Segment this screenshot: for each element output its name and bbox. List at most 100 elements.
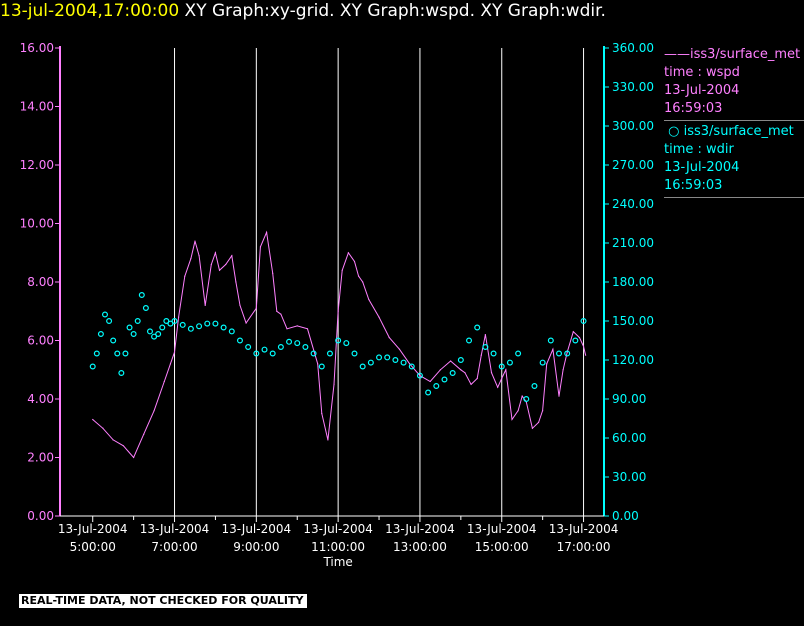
data-point-wspd <box>259 246 262 248</box>
data-point-wspd <box>92 418 94 421</box>
right-axis-tick-label: 30.00 <box>612 470 646 484</box>
x-tick-label-date: 13-Jul-2004 <box>140 522 210 536</box>
data-point-wspd <box>531 427 534 429</box>
data-point-wspd <box>218 269 221 271</box>
data-point-wdir <box>196 323 203 330</box>
plot-area <box>89 230 587 459</box>
data-point-wspd <box>133 456 135 459</box>
left-axis-tick-label: 16.00 <box>20 41 54 55</box>
data-point-wspd <box>582 345 585 347</box>
data-point-wdir <box>187 325 194 332</box>
data-point-wdir <box>384 354 391 361</box>
header-graph-titles: XY Graph:xy-grid. XY Graph:wspd. XY Grap… <box>184 1 606 21</box>
data-point-wspd <box>517 410 519 412</box>
data-point-wdir <box>89 363 96 370</box>
data-point-wspd <box>173 351 176 353</box>
right-axis-tick-label: 330.00 <box>612 80 654 94</box>
data-point-wspd <box>388 336 390 339</box>
data-point-wspd <box>178 316 180 318</box>
data-point-wdir <box>572 337 579 344</box>
data-point-wdir <box>441 376 448 383</box>
data-point-wdir <box>523 396 530 403</box>
x-tick-label-time: 7:00:00 <box>151 540 197 554</box>
left-axis-tick-label: 0.00 <box>27 509 54 523</box>
data-point-wdir <box>220 324 227 331</box>
data-point-wspd <box>337 310 339 312</box>
data-point-wdir <box>310 350 317 357</box>
legend-entry-wspd: ——iss3/surface_met time : wspd 13-Jul-20… <box>664 46 804 121</box>
data-point-wdir <box>101 311 108 318</box>
data-point-wspd <box>280 313 282 315</box>
data-point-wdir <box>142 305 149 312</box>
x-tick-label-time: 17:00:00 <box>557 540 611 554</box>
data-point-wspd <box>572 331 574 333</box>
data-point-wspd <box>255 307 257 309</box>
data-point-wdir <box>126 324 133 331</box>
data-point-wspd <box>566 351 568 353</box>
data-point-wdir <box>130 331 137 338</box>
legend-wspd-date: 13-Jul-2004 <box>664 83 740 98</box>
circle-marker-icon: ○ <box>664 124 684 139</box>
header-timestamp: 13-jul-2004,17:00:00 <box>0 1 180 21</box>
data-point-wspd <box>239 304 241 306</box>
data-point-wspd <box>378 316 380 318</box>
data-point-wspd <box>562 369 564 371</box>
left-axis-tick-label: 10.00 <box>20 217 54 231</box>
x-tick-label-date: 13-Jul-2004 <box>467 522 537 536</box>
data-point-wspd <box>521 395 523 397</box>
legend-wspd-variable: time : wspd <box>664 65 740 80</box>
data-point-wspd <box>484 334 486 336</box>
data-point-wspd <box>169 363 172 365</box>
header-title-bar: 13-jul-2004,17:00:00 XY Graph:xy-grid. X… <box>0 0 606 26</box>
data-point-wspd <box>184 275 186 277</box>
data-point-wspd <box>501 377 503 380</box>
legend-wspd-time: 16:59:03 <box>664 101 723 116</box>
data-point-wdir <box>167 320 174 327</box>
data-point-wdir <box>253 350 260 357</box>
x-tick-label-time: 13:00:00 <box>393 540 447 554</box>
left-axis-tick-label: 12.00 <box>20 158 54 172</box>
data-point-wdir <box>97 331 104 338</box>
legend-wdir-source: iss3/surface_met <box>683 124 794 139</box>
data-point-wspd <box>296 325 298 327</box>
data-point-wspd <box>439 369 441 371</box>
data-point-wdir <box>482 344 489 351</box>
data-point-wdir <box>212 320 219 327</box>
data-point-wspd <box>497 386 499 388</box>
x-tick-label-time: 5:00:00 <box>70 540 116 554</box>
data-point-wdir <box>506 359 513 366</box>
grid-lines <box>174 48 585 516</box>
data-point-wspd <box>480 354 482 356</box>
data-point-wspd <box>470 383 472 385</box>
data-point-wdir <box>359 363 366 370</box>
data-point-wspd <box>317 363 319 365</box>
data-point-wspd <box>143 433 145 435</box>
data-point-wdir <box>416 372 423 379</box>
x-tick-label-date: 13-Jul-2004 <box>58 522 128 536</box>
right-axis-tick-label: 270.00 <box>612 158 654 172</box>
data-point-wspd <box>122 445 124 447</box>
data-point-wspd <box>341 269 343 271</box>
right-axis-tick-label: 360.00 <box>612 41 654 55</box>
right-axis-tick-label: 150.00 <box>612 314 654 328</box>
data-point-wdir <box>490 350 497 357</box>
data-point-wdir <box>118 370 125 377</box>
data-point-wspd <box>235 281 237 283</box>
data-point-wdir <box>556 350 563 357</box>
data-point-wspd <box>505 369 507 371</box>
data-point-wspd <box>245 322 247 324</box>
data-point-wspd <box>362 281 364 283</box>
data-point-wdir <box>236 337 243 344</box>
x-tick-label-date: 13-Jul-2004 <box>303 522 373 536</box>
data-point-wdir <box>277 344 284 351</box>
data-point-wdir <box>466 337 473 344</box>
data-point-wspd <box>198 255 200 257</box>
data-point-wdir <box>159 324 166 331</box>
data-point-wdir <box>335 337 342 344</box>
data-point-wdir <box>326 350 333 357</box>
data-point-wspd <box>429 380 431 383</box>
data-point-wspd <box>333 383 335 385</box>
data-point-wspd <box>347 252 349 254</box>
data-point-wdir <box>531 383 538 390</box>
x-tick-label-time: 15:00:00 <box>475 540 529 554</box>
